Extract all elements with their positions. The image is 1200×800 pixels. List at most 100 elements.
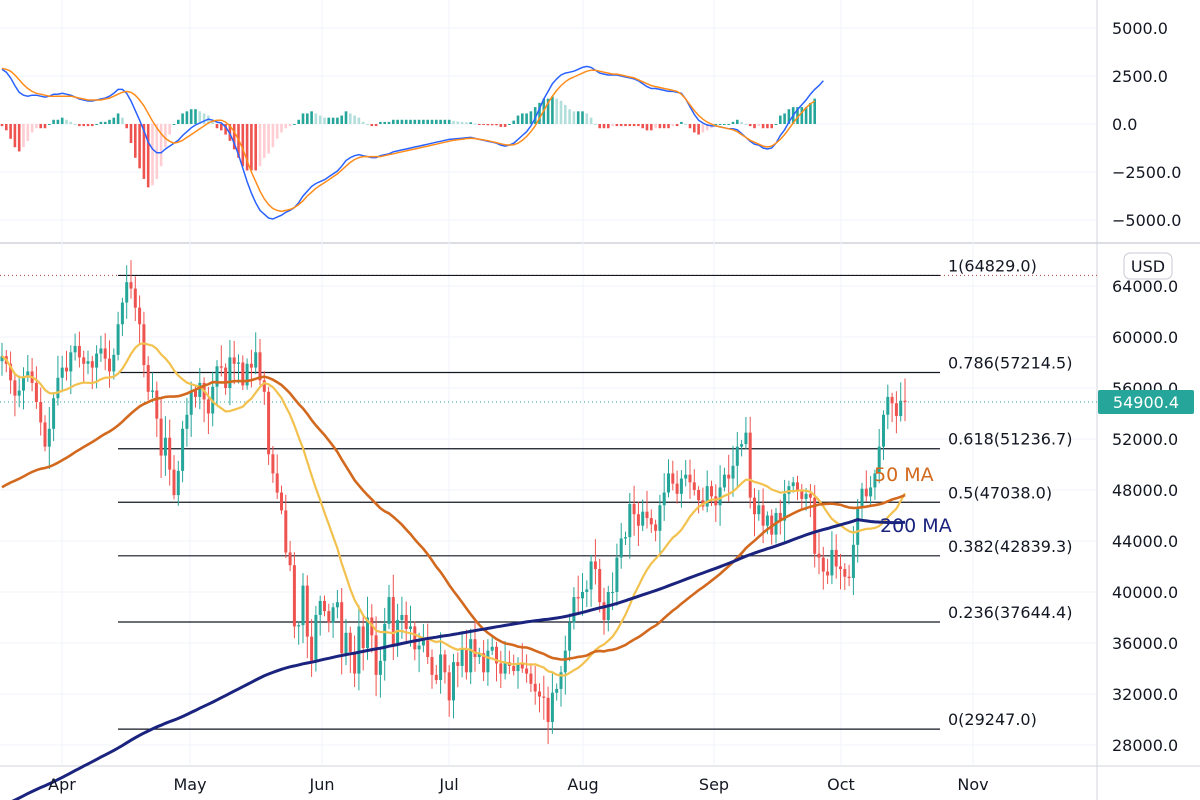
macd-histogram-bar [499,124,503,127]
macd-histogram-bar [615,124,619,127]
candle-body [903,400,907,403]
price-pane[interactable]: 1(64829.0) 0.786(57214.5) 0.618(51236.7) 0.… [0,256,1097,800]
macd-histogram-bar [589,117,593,124]
candle-body [581,592,584,599]
macd-histogram-bar [284,124,288,129]
candle-body [292,565,296,627]
candle-body [378,660,382,675]
macd-histogram-bar [392,119,395,124]
candle-body [615,557,619,592]
candle-body [443,654,447,673]
month-label: Oct [827,775,855,794]
macd-histogram-bar [0,124,4,127]
macd-histogram-bar [809,102,812,124]
macd-histogram-bar [736,119,739,124]
candle-body [262,380,266,392]
candle-body [529,673,533,684]
macd-histogram-bar [761,124,765,129]
macd-histogram-bar [473,123,477,125]
candle-body [830,549,834,576]
candle-body [353,651,357,674]
candle-body [572,597,576,623]
candle-body [585,589,589,592]
macd-histogram-bar [417,119,421,124]
ma-50-line [1,375,906,661]
candle-body [757,505,761,515]
macd-histogram-bar [370,124,374,127]
macd-histogram-bar [86,124,90,127]
macd-histogram-bar [30,124,34,133]
fib-label: 0.618(51236.7) [948,430,1072,449]
candle-body [671,473,675,484]
candle-body [477,653,481,658]
candle-body [808,493,812,498]
macd-histogram-bar [177,119,180,124]
price-tick-label: 32000.0 [1112,685,1178,704]
macd-histogram-bar [503,124,507,127]
time-axis: Apr May Jun Jul Aug Sep Oct Nov [48,775,988,794]
currency-badge[interactable]: USD [1123,252,1173,280]
ma-short-line [1,342,906,677]
macd-histogram-bar [598,124,601,129]
macd-histogram-bar [258,124,262,167]
candle-body [219,366,223,368]
ma-label: 200 MA [880,515,952,537]
macd-tick-label: −2500.0 [1112,163,1181,182]
last-price-label: 54900.4 [1113,393,1179,412]
macd-histogram-bar [22,124,25,148]
price-tick-label: 28000.0 [1112,736,1178,755]
macd-histogram-bar [637,124,640,127]
macd-histogram-bar [121,117,124,124]
macd-histogram-bar [331,117,335,124]
macd-histogram-bar [336,117,339,124]
candle-body [662,492,666,506]
macd-histogram-bar [757,124,761,127]
candle-body [516,663,520,672]
macd-histogram-bar [293,124,296,125]
candle-body [864,488,868,497]
macd-pane[interactable] [0,65,824,220]
macd-histogram-bar [671,124,675,127]
macd-histogram-bar [645,124,649,131]
candle-body [714,496,718,506]
candle-body [679,478,683,494]
macd-histogram-bar [146,124,150,188]
macd-histogram-bar [271,124,275,148]
macd-histogram-bar [340,115,343,124]
candle-body [185,414,189,429]
macd-histogram-bar [202,113,206,124]
candle-body [125,282,129,303]
candle-body [563,650,567,673]
macd-histogram-bar [705,124,709,131]
macd-histogram-bar [748,124,752,127]
candle-body [421,640,425,646]
candle-body [426,640,430,658]
fib-label: 0.5(47038.0) [948,483,1052,502]
candle-body [374,635,378,675]
candle-body [753,497,756,515]
candle-body [142,324,146,366]
macd-histogram-bar [112,117,116,124]
candle-body [589,561,593,590]
macd-histogram-bar [602,124,606,129]
candle-body [813,497,817,554]
candle-body [817,553,821,558]
macd-histogram-bar [804,107,808,124]
candle-body [430,657,434,675]
candle-body [258,352,262,381]
ma-labels: 50 MA 200 MA [874,464,952,537]
macd-histogram-bar [619,124,623,127]
macd-histogram-bar [164,124,167,148]
candle-body [189,390,193,415]
macd-histogram-bar [607,124,610,129]
macd-tick-label: −5000.0 [1112,211,1181,230]
candle-body [899,400,903,417]
macd-histogram-bar [658,124,662,129]
macd-histogram-bar [770,124,773,129]
candle-body [194,390,197,397]
candle-body [894,403,898,417]
candle-body [624,537,627,539]
macd-histogram-bar [353,115,356,124]
candle-body [744,432,748,445]
